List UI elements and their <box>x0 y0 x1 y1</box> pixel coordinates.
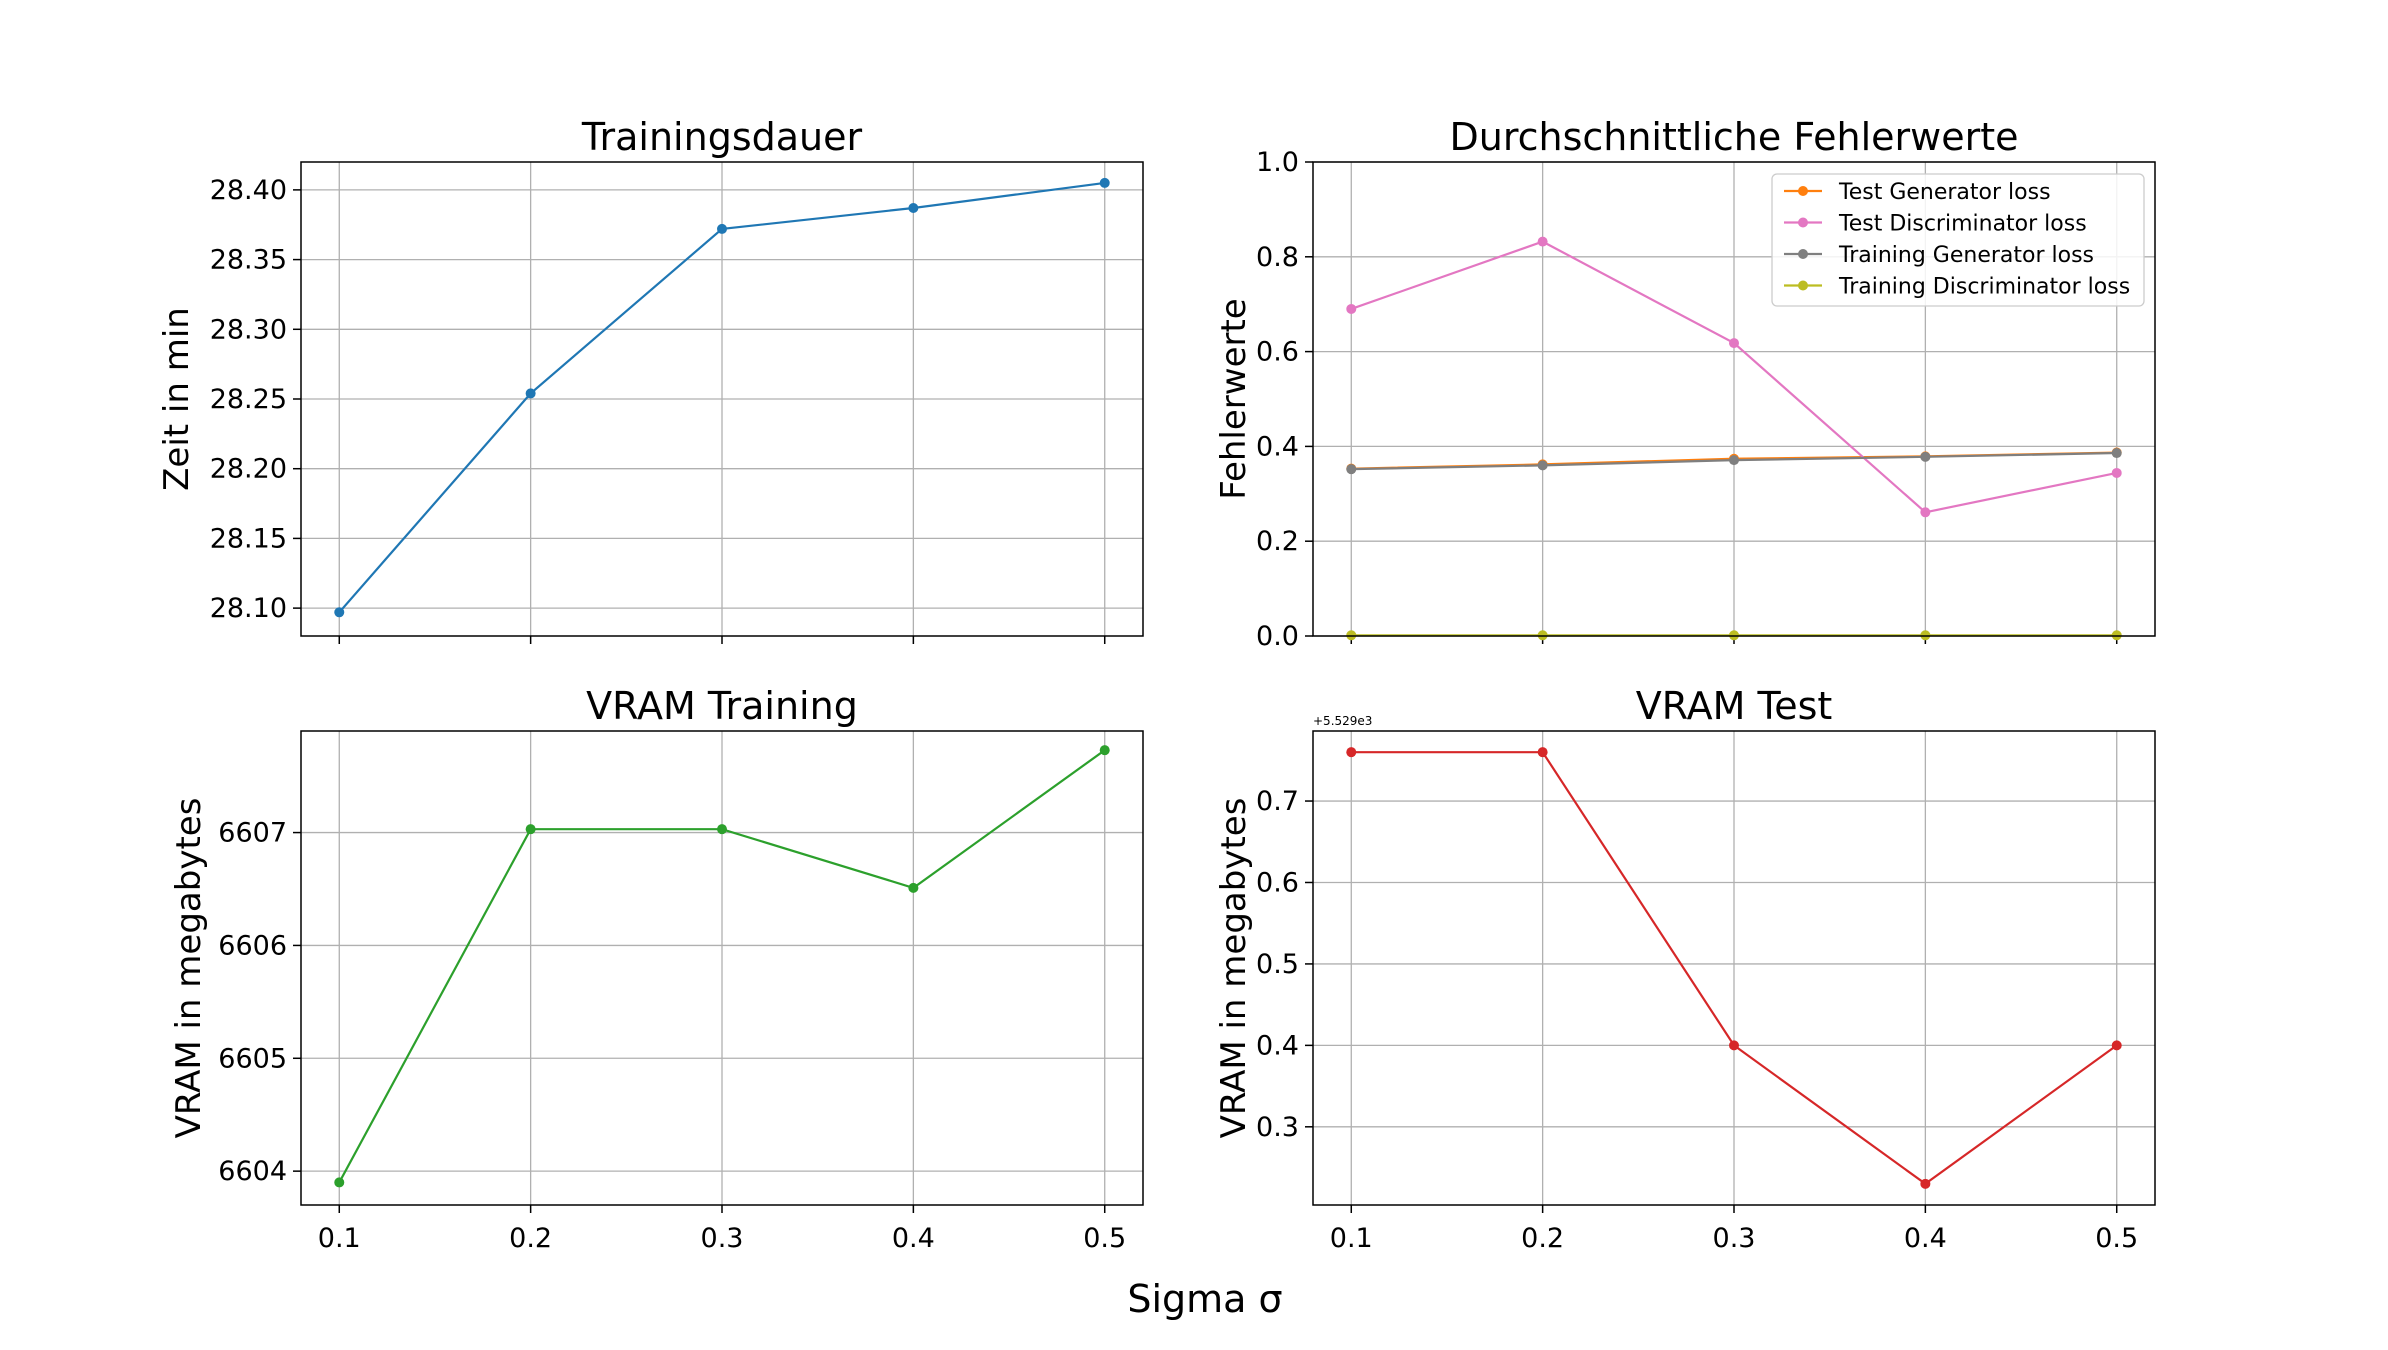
y-tick-label: 0.6 <box>1256 867 1299 898</box>
y-axis-label: Fehlerwerte <box>1214 298 1254 499</box>
y-tick-label: 28.10 <box>210 593 287 624</box>
x-tick-label: 0.2 <box>509 1223 552 1254</box>
y-tick-label: 6607 <box>218 818 287 849</box>
data-point <box>1537 236 1548 247</box>
legend-marker <box>1798 186 1808 196</box>
data-point <box>1729 1040 1739 1051</box>
y-tick-label: 0.4 <box>1256 431 1299 462</box>
data-point <box>717 824 727 835</box>
legend-item: Test Discriminator loss <box>1784 212 2087 237</box>
y-tick-label: 0.4 <box>1256 1030 1299 1061</box>
subplot-title: VRAM Training <box>586 684 858 728</box>
y-tick-label: 0.3 <box>1256 1112 1299 1143</box>
x-tick-label: 0.5 <box>1083 1223 1126 1254</box>
data-point <box>908 203 919 214</box>
y-tick-label: 28.40 <box>210 175 287 206</box>
legend-item: Training Discriminator loss <box>1784 275 2130 300</box>
data-point <box>1346 747 1357 758</box>
subplot-3: 0.1 0.2 0.3 0.4 0.5 6604 6605 6606 6607 VRAM Trai… <box>169 684 1144 1254</box>
data-point <box>1346 303 1357 314</box>
y-axis-label: VRAM in megabytes <box>169 798 209 1139</box>
legend: Test Generator loss Test Discriminator lo… <box>1771 173 2145 307</box>
legend-marker <box>1798 280 1808 291</box>
legend-frame <box>1771 173 2145 307</box>
data-point <box>525 824 536 835</box>
data-point <box>1729 338 1739 349</box>
subplot-title: Trainingsdauer <box>581 115 863 159</box>
subplots: 28.10 28.15 28.20 28.25 28.30 28.35 28.40 Train… <box>157 115 2156 1254</box>
x-tick-label: 0.1 <box>318 1223 361 1254</box>
y-tick-label: 0.7 <box>1256 786 1299 817</box>
data-point <box>1346 464 1357 475</box>
y-tick-label: 6605 <box>218 1043 287 1074</box>
y-tick-label: 6604 <box>218 1156 287 1187</box>
data-point <box>1920 1178 1931 1189</box>
legend-label: Test Discriminator loss <box>1838 212 2087 237</box>
y-tick-label: 1.0 <box>1256 147 1299 178</box>
y-offset-text: +5.529e3 <box>1313 714 1372 728</box>
legend-label: Training Generator loss <box>1838 243 2094 268</box>
data-point <box>1537 460 1548 471</box>
x-tick-label: 0.4 <box>892 1223 935 1254</box>
x-tick-label: 0.3 <box>1713 1223 1756 1254</box>
y-axis-label: Zeit in min <box>157 307 197 491</box>
y-tick-label: 0.5 <box>1256 949 1299 980</box>
y-tick-label: 0.0 <box>1256 621 1299 652</box>
x-tick-label: 0.4 <box>1904 1223 1947 1254</box>
x-tick-label: 0.3 <box>701 1223 744 1254</box>
axes-frame <box>300 730 1144 1206</box>
subplot-title: VRAM Test <box>1636 684 1833 728</box>
x-tick-label: 0.2 <box>1521 1223 1564 1254</box>
legend-item: Training Generator loss <box>1784 243 2094 268</box>
data-point <box>2111 467 2122 478</box>
y-tick-label: 0.8 <box>1256 242 1299 273</box>
x-tick-label: 0.5 <box>2095 1223 2138 1254</box>
axes-frame <box>1312 730 2156 1206</box>
legend-label: Training Discriminator loss <box>1838 275 2130 300</box>
data-point <box>1920 451 1931 462</box>
data-point <box>1920 507 1931 518</box>
subplot-4: 0.1 0.2 0.3 0.4 0.5 0.3 0.4 0.5 0.6 0.7 +5.529e3 VR… <box>1214 684 2156 1254</box>
y-tick-label: 28.15 <box>210 523 287 554</box>
data-point <box>908 882 919 893</box>
y-tick-label: 0.2 <box>1256 526 1299 557</box>
subplot-2: 0.0 0.2 0.4 0.6 0.8 1.0 Durchschnittliche Fehl… <box>1214 115 2156 652</box>
y-tick-label: 28.20 <box>210 454 287 485</box>
data-point <box>2111 448 2122 459</box>
data-point <box>1099 177 1110 188</box>
data-point <box>525 388 536 399</box>
y-tick-label: 0.6 <box>1256 337 1299 368</box>
legend-marker <box>1798 217 1808 228</box>
data-point <box>2111 1040 2122 1051</box>
y-tick-label: 6606 <box>218 930 287 961</box>
legend-label: Test Generator loss <box>1838 180 2051 205</box>
y-axis-label: VRAM in megabytes <box>1214 798 1254 1139</box>
figure-xlabel: Sigma σ <box>1127 1277 1282 1321</box>
y-tick-label: 28.25 <box>210 384 287 415</box>
x-tick-label: 0.1 <box>1330 1223 1373 1254</box>
subplot-1: 28.10 28.15 28.20 28.25 28.30 28.35 28.40 Train… <box>157 115 1144 644</box>
data-point <box>1537 747 1548 758</box>
data-point <box>334 1177 345 1188</box>
data-point <box>717 223 727 234</box>
legend-item: Test Generator loss <box>1784 180 2051 205</box>
data-point <box>1729 455 1739 466</box>
data-point <box>1099 745 1110 756</box>
data-point <box>334 607 345 618</box>
axes-frame <box>1312 161 2156 637</box>
y-tick-label: 28.35 <box>210 245 287 276</box>
legend-marker <box>1798 249 1808 259</box>
axes-frame <box>300 161 1144 637</box>
y-tick-label: 28.30 <box>210 314 287 345</box>
subplot-title: Durchschnittliche Fehlerwerte <box>1449 115 2018 159</box>
